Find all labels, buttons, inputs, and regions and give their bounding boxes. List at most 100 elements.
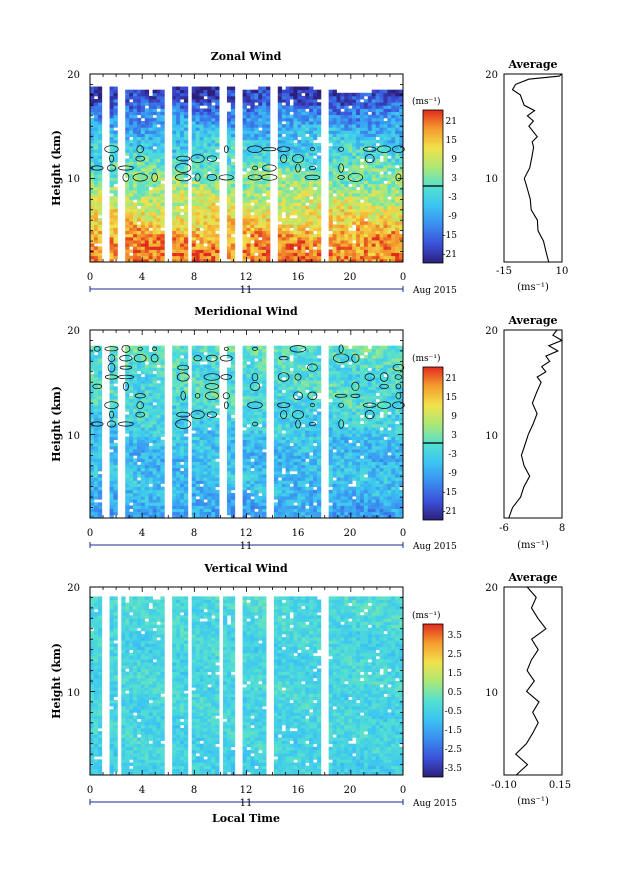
heatmap-cell (293, 117, 298, 122)
heatmap-cell (160, 183, 165, 188)
heatmap-cell (148, 211, 153, 216)
heatmap-cell (172, 398, 177, 403)
heatmap-cell (148, 158, 153, 163)
heatmap-cell (172, 196, 177, 200)
heatmap-cell (289, 218, 294, 222)
heatmap-cell (363, 227, 369, 232)
heatmap-cell (97, 142, 103, 147)
heatmap-cell (125, 240, 130, 244)
heatmap-cell (207, 199, 212, 203)
heatmap-cell (183, 474, 189, 478)
heatmap-cell (336, 92, 341, 97)
heatmap-cell (395, 105, 400, 109)
heatmap-cell (191, 215, 197, 219)
heatmap-cell (344, 202, 349, 206)
heatmap-cell (156, 142, 161, 147)
heatmap-cell (195, 370, 200, 375)
heatmap-cell (140, 511, 146, 516)
heatmap-cell (266, 227, 271, 232)
heatmap-cell (176, 496, 181, 500)
heatmap-cell (191, 199, 197, 203)
heatmap-cell (242, 255, 247, 260)
heatmap-cell (336, 215, 341, 219)
heatmap-cell (328, 130, 333, 134)
heatmap-cell (176, 380, 181, 384)
heatmap-cell (348, 168, 353, 172)
heatmap-cell (90, 358, 95, 362)
heatmap-cell (144, 430, 150, 434)
heatmap-cell (172, 489, 177, 494)
heatmap-cell (156, 252, 161, 257)
heatmap-cell (140, 174, 146, 178)
heatmap-cell (176, 386, 181, 390)
heatmap-cell (340, 193, 345, 197)
heatmap-cell (367, 208, 373, 213)
heatmap-cell (133, 111, 138, 116)
heatmap-cell (109, 92, 114, 97)
heatmap-cell (293, 202, 298, 206)
heatmap-cell (313, 121, 318, 125)
heatmap-cell (391, 127, 396, 131)
heatmap-cell (277, 127, 283, 131)
heatmap-cell (90, 508, 95, 513)
heatmap-cell (387, 158, 392, 163)
heatmap-cell (172, 161, 177, 166)
heatmap-cell (172, 424, 177, 428)
heatmap-cell (113, 449, 118, 453)
heatmap-cell (199, 142, 204, 147)
heatmap-cell (133, 373, 138, 378)
heatmap-cell (172, 211, 177, 216)
heatmap-cell (211, 502, 216, 506)
heatmap-cell (359, 196, 365, 200)
heatmap-cell (183, 158, 189, 163)
heatmap-cell (140, 189, 146, 194)
heatmap-cell (152, 499, 157, 503)
heatmap-cell (316, 227, 322, 232)
heatmap-cell (172, 230, 177, 235)
heatmap-cell (352, 127, 357, 131)
heatmap-cell (258, 99, 263, 103)
heatmap-cell (203, 236, 208, 241)
heatmap-cell (340, 233, 345, 238)
heatmap-cell (242, 155, 247, 159)
heatmap-cell (293, 196, 298, 200)
heatmap-cell (176, 511, 181, 516)
heatmap-cell (207, 205, 212, 210)
heatmap-cell (176, 121, 181, 125)
heatmap-cell (93, 364, 99, 368)
heatmap-cell (262, 86, 267, 91)
heatmap-cell (90, 224, 95, 228)
heatmap-cell (348, 196, 353, 200)
heatmap-cell (211, 133, 216, 138)
heatmap-cell (152, 389, 157, 394)
heatmap-cell (356, 240, 361, 244)
heatmap-cell (316, 89, 322, 94)
heatmap-cell (144, 111, 150, 116)
heatmap-cell (383, 105, 388, 109)
heatmap-cell (199, 186, 204, 191)
heatmap-cell (340, 95, 345, 100)
heatmap-cell (348, 236, 353, 241)
heatmap-cell (383, 114, 388, 119)
heatmap-cell (301, 121, 306, 125)
heatmap-cell (144, 189, 150, 194)
heatmap-cell (399, 114, 404, 119)
heatmap-cell (97, 221, 103, 225)
heatmap-cell (93, 486, 99, 491)
heatmap-cell (191, 420, 197, 425)
heatmap-cell (176, 467, 181, 472)
heatmap-cell (136, 471, 142, 475)
heatmap-cell (371, 164, 377, 169)
heatmap-cell (289, 196, 294, 200)
heatmap-cell (340, 252, 345, 257)
heatmap-cell (144, 249, 150, 253)
heatmap-cell (313, 189, 318, 194)
heatmap-cell (277, 92, 283, 97)
heatmap-cell (215, 398, 220, 403)
heatmap-cell (387, 258, 392, 263)
heatmap-cell (176, 136, 181, 141)
heatmap-cell (367, 108, 373, 112)
heatmap-cell (160, 215, 165, 219)
heatmap-cell (93, 395, 99, 400)
heatmap-cell (109, 199, 114, 203)
